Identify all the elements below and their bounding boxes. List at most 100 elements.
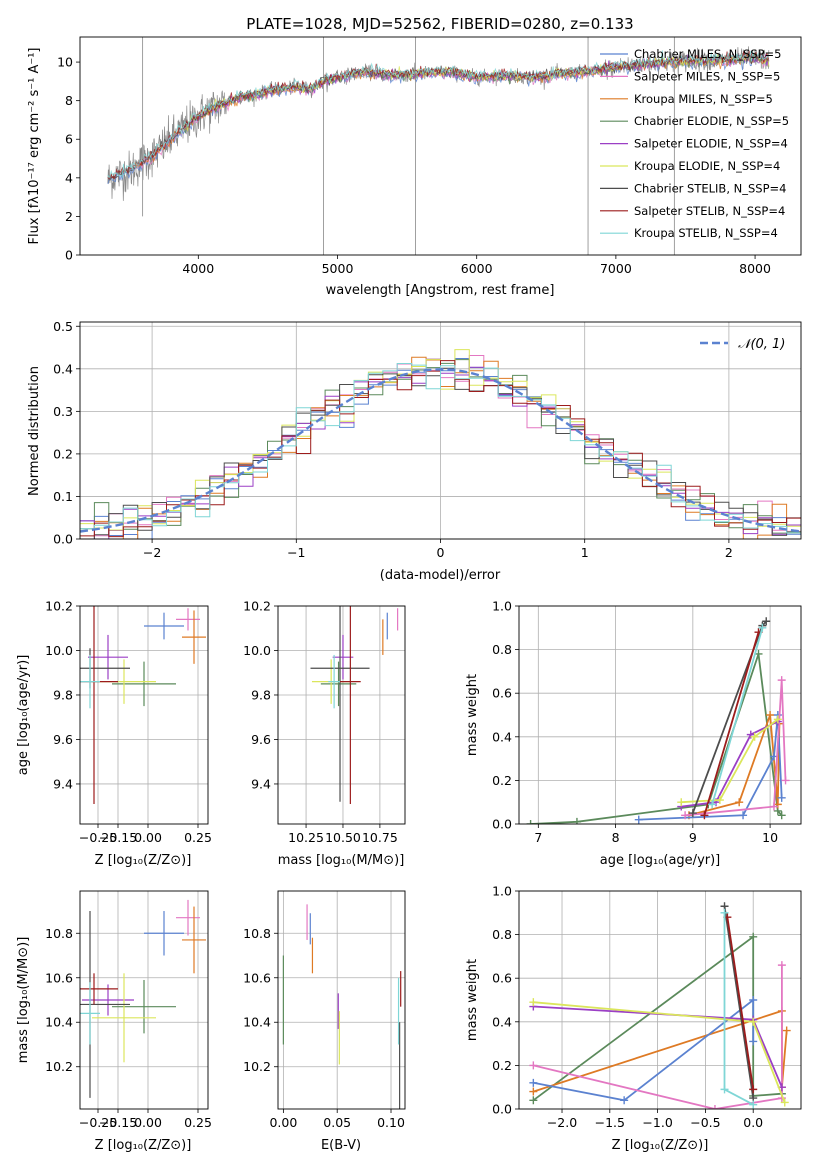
weight-marker-chabrier_elodie xyxy=(749,932,758,941)
z-mass-xlabel: Z [log₁₀(Z/Z⊙)] xyxy=(95,1138,192,1153)
legend-label: Kroupa MILES, N_SSP=5 xyxy=(634,92,773,106)
y-tick-label: 10.0 xyxy=(45,643,73,658)
weight-marker-chabrier_stelib xyxy=(762,617,771,626)
weight-line-salpeter_stelib xyxy=(703,631,760,816)
spectrum-xlabel: wavelength [Angstrom, rest frame] xyxy=(326,283,555,298)
x-tick-label: 10.75 xyxy=(362,830,398,845)
axes-frame xyxy=(79,890,209,1110)
weight-marker-kroupa_elodie xyxy=(749,1017,758,1026)
y-tick-label: 0.2 xyxy=(492,1058,512,1073)
x-tick-label: −2.0 xyxy=(547,1115,577,1130)
legend-label: Chabrier MILES, N_SSP=5 xyxy=(634,47,781,61)
age-weight-panel: age [log₁₀(age/yr)] mass weight 7 8 9 10 0.0… xyxy=(465,599,802,868)
weight-line-chabrier_stelib xyxy=(723,906,755,1099)
weight-marker-chabrier_miles xyxy=(749,1037,758,1046)
x-tick-label: −2 xyxy=(143,545,161,560)
x-tick-label: 10.25 xyxy=(288,830,324,845)
z-age-ylabel: age [log₁₀(age/yr)] xyxy=(16,655,31,776)
x-tick-label: −0.5 xyxy=(690,1115,720,1130)
mass-age-xlabel: mass [log₁₀(M/M⊙)] xyxy=(278,853,405,868)
x-tick-label: 10 xyxy=(762,830,778,845)
y-tick-label: 9.8 xyxy=(251,687,271,702)
axes-frame xyxy=(277,890,406,1110)
y-tick-label: 10.6 xyxy=(45,970,73,985)
x-tick-label: 0.25 xyxy=(184,1115,212,1130)
x-tick-label: 8000 xyxy=(739,261,771,276)
weight-marker-chabrier_miles xyxy=(749,996,758,1004)
weight-marker-kroupa_elodie xyxy=(529,998,538,1007)
y-tick-label: 2 xyxy=(65,209,73,224)
legend-label: Salpeter MILES, N_SSP=5 xyxy=(634,69,780,83)
z-weight-ylabel: mass weight xyxy=(465,959,480,1041)
x-tick-label: −1.5 xyxy=(595,1115,625,1130)
weight-marker-chabrier_elodie xyxy=(777,811,786,820)
weight-marker-salpeter_miles xyxy=(681,811,690,820)
weight-marker-chabrier_miles xyxy=(634,815,643,824)
residual-hist-kroupa_elodie xyxy=(80,349,801,539)
y-tick-label: 9.6 xyxy=(53,732,73,747)
weight-line-salpeter_stelib xyxy=(726,917,755,1090)
y-tick-label: 10.8 xyxy=(243,926,271,941)
y-tick-label: 10.4 xyxy=(45,1015,73,1030)
weight-marker-kroupa_elodie xyxy=(677,798,686,807)
y-tick-label: 10.2 xyxy=(243,599,271,614)
residual-xlabel: (data-model)/error xyxy=(380,568,501,583)
weight-marker-salpeter_miles xyxy=(529,1061,538,1070)
x-tick-label: 9 xyxy=(689,830,697,845)
y-tick-label: 1.0 xyxy=(492,599,512,614)
ebv-mass-panel: E(B-V) 0.00 0.05 0.10 10.2 10.4 10.6 10.8 xyxy=(243,890,406,1153)
weight-marker-chabrier_elodie xyxy=(529,1096,538,1105)
y-tick-label: 10.2 xyxy=(45,599,73,614)
y-tick-label: 0.0 xyxy=(492,1102,512,1117)
axes-frame xyxy=(518,890,802,1110)
weight-line-kroupa_miles xyxy=(533,1009,788,1093)
y-tick-label: 0.0 xyxy=(492,817,512,832)
spectrum-model-salpeter_stelib xyxy=(107,50,769,180)
y-tick-label: 0.4 xyxy=(53,361,73,376)
y-tick-label: 9.6 xyxy=(251,732,271,747)
weight-marker-kroupa_stelib xyxy=(758,623,767,632)
y-tick-label: 0.0 xyxy=(53,532,73,547)
weight-marker-chabrier_stelib xyxy=(688,809,697,818)
residual-ylabel: Normed distribution xyxy=(27,366,42,496)
age-weight-xlabel: age [log₁₀(age/yr)] xyxy=(600,853,721,868)
y-tick-label: 0.2 xyxy=(492,773,512,788)
age-weight-ylabel: mass weight xyxy=(465,674,480,756)
x-tick-label: 8 xyxy=(612,830,620,845)
y-tick-label: 10.4 xyxy=(243,1015,271,1030)
x-tick-label: 5000 xyxy=(322,261,354,276)
weight-marker-kroupa_miles xyxy=(529,1087,538,1096)
spectrum-model-salpeter_miles xyxy=(135,54,769,169)
y-tick-label: 10 xyxy=(57,55,73,70)
x-tick-label: −0.25 xyxy=(79,830,117,845)
y-tick-label: 0 xyxy=(65,248,73,263)
x-tick-label: 0.00 xyxy=(134,1115,162,1130)
y-tick-label: 10.2 xyxy=(45,1059,73,1074)
spectrum-model-kroupa_stelib xyxy=(107,50,769,179)
normal-curve xyxy=(80,368,801,533)
weight-line-kroupa_stelib xyxy=(723,912,754,1106)
axes-frame xyxy=(277,605,406,825)
x-tick-label: 0.10 xyxy=(377,1115,405,1130)
y-tick-label: 0.6 xyxy=(492,686,512,701)
legend-label: Kroupa ELODIE, N_SSP=4 xyxy=(634,159,780,173)
weight-marker-salpeter_miles xyxy=(769,802,778,811)
x-tick-label: −0.15 xyxy=(99,830,137,845)
x-tick-label: 0.00 xyxy=(134,830,162,845)
y-tick-label: 0.2 xyxy=(53,446,73,461)
x-tick-label: 4000 xyxy=(182,261,214,276)
weight-marker-kroupa_stelib xyxy=(720,1085,729,1094)
z-mass-ylabel: mass [log₁₀(M/M⊙)] xyxy=(16,937,31,1064)
y-tick-label: 4 xyxy=(65,170,73,185)
weight-marker-chabrier_miles xyxy=(777,793,786,802)
y-tick-label: 0.4 xyxy=(492,1014,512,1029)
mass-age-panel: mass [log₁₀(M/M⊙)] 10.25 10.50 10.75 9.4 9.6… xyxy=(243,599,406,868)
y-tick-label: 0.3 xyxy=(53,404,73,419)
z-age-panel: Z [log₁₀(Z/Z⊙)] age [log₁₀(age/yr)] −0.2… xyxy=(16,599,212,869)
y-tick-label: 10.2 xyxy=(243,1059,271,1074)
x-tick-label: 2 xyxy=(725,545,733,560)
weight-line-kroupa_elodie xyxy=(681,718,779,804)
y-tick-label: 0.8 xyxy=(492,927,512,942)
weight-marker-salpeter_stelib xyxy=(749,1085,758,1094)
